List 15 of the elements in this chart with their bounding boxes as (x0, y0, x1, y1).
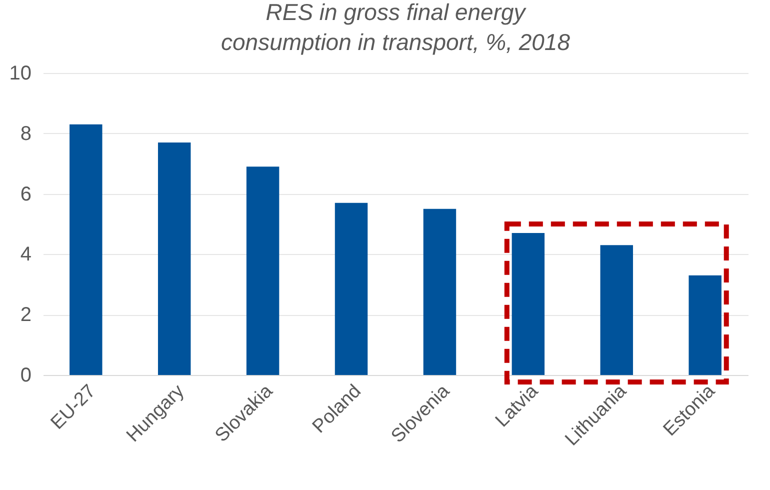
bar (70, 124, 102, 375)
y-tick-label: 4 (20, 244, 32, 266)
bar (423, 208, 456, 375)
bar (158, 142, 191, 375)
bar (246, 166, 280, 375)
bar (688, 275, 722, 375)
y-tick-label: 2 (20, 304, 32, 326)
bar (512, 233, 545, 375)
chart-title: RES in gross final energy consumption in transport, %, 2018 (220, 0, 570, 55)
y-tick-label: 0 (20, 364, 32, 386)
y-tick-label: 6 (20, 183, 32, 206)
bar (600, 245, 634, 375)
y-tick-label: 8 (20, 122, 32, 145)
y-tick-label: 10 (9, 62, 32, 84)
bar (334, 202, 368, 375)
